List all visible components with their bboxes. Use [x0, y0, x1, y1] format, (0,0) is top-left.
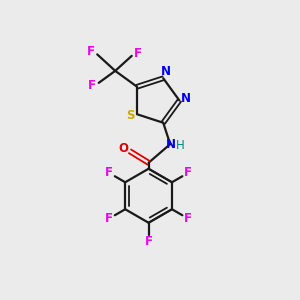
Text: F: F — [145, 235, 153, 248]
Text: F: F — [88, 79, 96, 92]
Text: O: O — [118, 142, 128, 155]
Text: N: N — [161, 65, 171, 78]
Text: H: H — [176, 139, 185, 152]
Text: F: F — [184, 167, 192, 179]
Text: F: F — [105, 212, 113, 225]
Text: N: N — [166, 138, 176, 151]
Text: F: F — [105, 167, 113, 179]
Text: F: F — [184, 212, 192, 225]
Text: S: S — [126, 109, 135, 122]
Text: F: F — [134, 47, 142, 60]
Text: F: F — [87, 46, 94, 59]
Text: N: N — [181, 92, 191, 106]
